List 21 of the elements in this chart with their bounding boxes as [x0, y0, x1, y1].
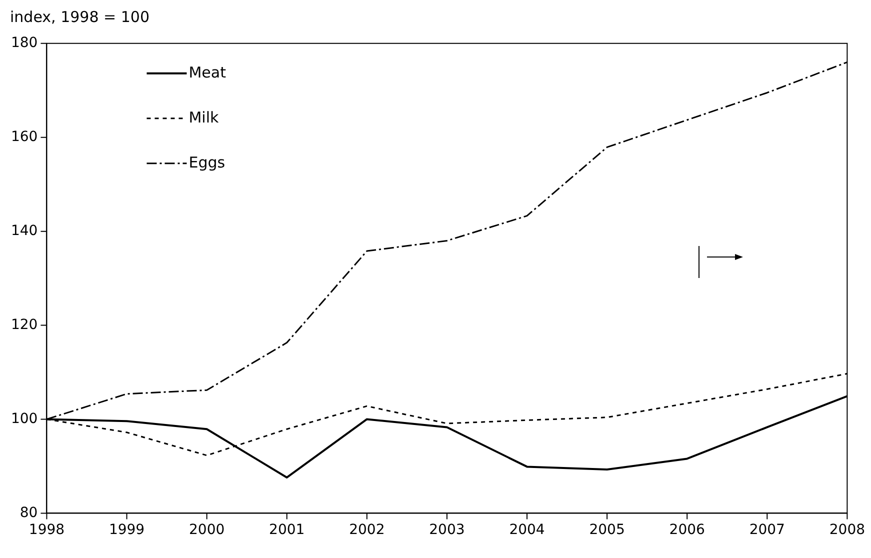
x-tick-label: 2002: [349, 522, 385, 538]
legend-label: Meat: [188, 63, 226, 82]
x-tick-label: 2007: [749, 522, 785, 538]
x-tick-label: 2001: [269, 522, 305, 538]
y-tick-label: 100: [10, 410, 38, 427]
legend-label: Milk: [188, 108, 219, 126]
x-tick-label: 2003: [429, 522, 465, 538]
y-tick-label: 180: [10, 35, 38, 52]
y-tick-label: 80: [20, 504, 38, 521]
x-tick-label: 1998: [28, 522, 65, 538]
y-tick-label: 160: [10, 129, 38, 145]
legend-label: Eggs: [188, 153, 226, 172]
y-axis-title: index, 1998 = 100: [9, 8, 150, 28]
x-tick-label: 2005: [589, 522, 625, 538]
x-tick-label: 2008: [829, 522, 866, 538]
x-tick-label: 2000: [188, 522, 225, 538]
y-tick-label: 140: [10, 222, 38, 239]
x-tick-label: 2006: [669, 522, 705, 538]
x-tick-label: 2004: [509, 522, 545, 538]
y-tick-label: 120: [10, 316, 38, 333]
x-tick-label: 1999: [108, 522, 145, 538]
